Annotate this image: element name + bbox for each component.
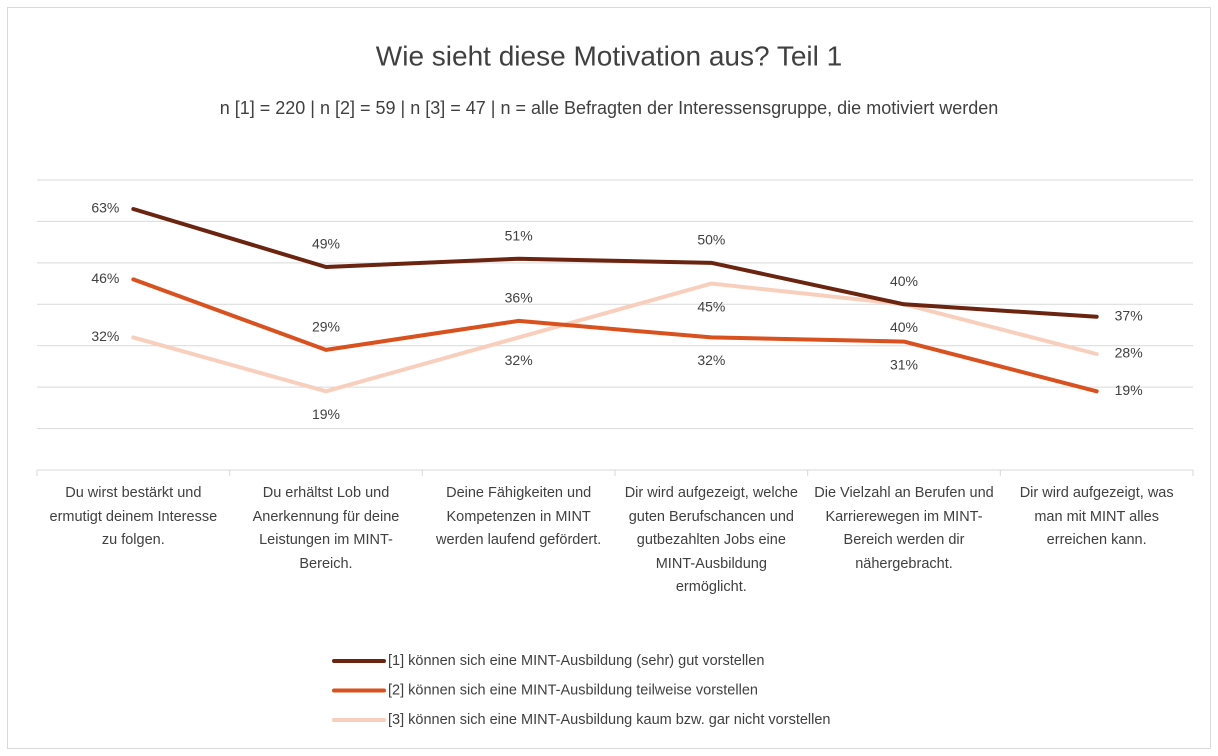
data-label: 29%	[312, 319, 340, 335]
legend-label: [3] können sich eine MINT-Ausbildung kau…	[388, 712, 830, 728]
data-label: 31%	[890, 356, 918, 372]
data-label: 19%	[1115, 382, 1143, 398]
series-line	[131, 281, 1099, 394]
x-tick-label: Die Vielzahl an Berufen und Karrierewege…	[814, 485, 994, 572]
data-label: 49%	[312, 236, 340, 252]
data-label: 45%	[697, 298, 725, 314]
x-tick-label: Deine Fähigkeiten und Kompetenzen in MIN…	[436, 485, 602, 548]
x-tick-label: Du wirst bestärkt und ermutigt deinem In…	[49, 485, 218, 548]
data-label: 19%	[312, 406, 340, 422]
series-line	[131, 277, 1099, 394]
data-label: 63%	[91, 200, 119, 216]
data-label: 50%	[697, 232, 725, 248]
x-tick-label: Dir wird aufgezeigt, was man mit MINT al…	[1019, 485, 1174, 548]
data-label: 32%	[697, 352, 725, 368]
x-tick-label: Dir wird aufgezeigt, welche guten Berufs…	[624, 485, 798, 595]
data-label: 32%	[91, 328, 119, 344]
series-line	[131, 207, 1099, 319]
chart-subtitle: n [1] = 220 | n [2] = 59 | n [3] = 47 | …	[219, 98, 999, 118]
data-label: 32%	[505, 352, 533, 368]
chart-border	[7, 7, 1211, 749]
data-label: 40%	[890, 273, 918, 289]
data-label: 51%	[505, 227, 533, 243]
data-label: 28%	[1115, 345, 1143, 361]
chart-title: Wie sieht diese Motivation aus? Teil 1	[376, 40, 842, 71]
data-label: 36%	[505, 290, 533, 306]
legend-label: [2] können sich eine MINT-Ausbildung tei…	[388, 682, 758, 698]
data-label: 40%	[890, 319, 918, 335]
legend-label: [1] können sich eine MINT-Ausbildung (se…	[388, 653, 764, 669]
data-label: 37%	[1115, 307, 1143, 323]
x-tick-label: Du erhältst Lob und Anerkennung für dein…	[252, 485, 400, 572]
data-label: 46%	[91, 270, 119, 286]
